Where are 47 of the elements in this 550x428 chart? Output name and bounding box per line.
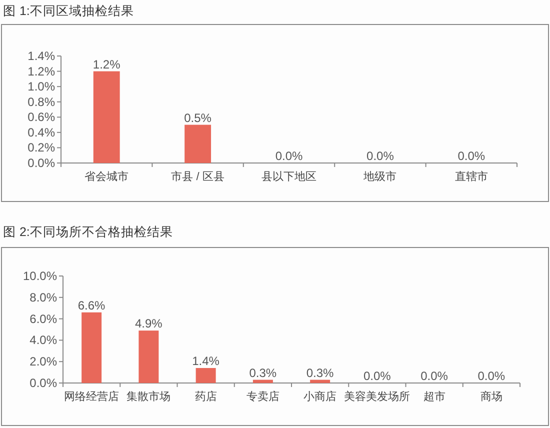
x-tick-label: 美容美发场所	[344, 390, 410, 403]
x-tick-label: 县以下地区	[262, 170, 316, 183]
y-tick-label: 1.0%	[28, 80, 56, 94]
y-tick-label: 0.0%	[28, 156, 56, 170]
data-label: 0.0%	[275, 149, 303, 163]
y-tick-label: 0.2%	[28, 140, 56, 155]
x-tick-label: 网络经营店	[64, 390, 120, 403]
data-label: 1.2%	[92, 57, 121, 72]
data-label: 6.6%	[78, 298, 106, 312]
x-tick-label: 直辖市	[454, 170, 488, 183]
x-tick-label: 地级市	[362, 170, 397, 183]
y-tick-label: 0.4%	[28, 125, 56, 140]
data-label: 4.9%	[135, 316, 163, 331]
bar	[310, 380, 330, 383]
x-tick-label: 超市	[423, 390, 446, 403]
x-tick-label: 市县 / 区县	[171, 170, 224, 183]
y-tick-label: 2.0%	[30, 354, 58, 369]
y-tick-label: 0.0%	[30, 376, 58, 390]
data-label: 0.0%	[420, 369, 448, 383]
data-label: 1.4%	[192, 354, 220, 368]
data-label: 0.3%	[306, 366, 334, 380]
bar	[252, 380, 273, 383]
data-label: 0.0%	[458, 149, 486, 163]
x-tick-label: 集散市场	[126, 390, 171, 403]
bar	[138, 330, 159, 383]
data-label: 0.0%	[364, 369, 392, 383]
bar	[196, 368, 216, 383]
data-label: 0.0%	[366, 149, 394, 163]
y-tick-label: 1.4%	[28, 49, 56, 63]
x-tick-label: 小商店	[304, 390, 337, 403]
bar	[82, 312, 102, 383]
x-tick-label: 专卖店	[246, 390, 280, 403]
x-tick-label: 商场	[480, 390, 502, 403]
y-tick-label: 1.2%	[28, 64, 56, 78]
chart-title: 图 1:不同区域抽检结果	[3, 3, 134, 20]
data-label: 0.3%	[249, 366, 277, 380]
y-tick-label: 4.0%	[30, 333, 58, 348]
y-tick-label: 8.0%	[30, 290, 58, 304]
y-tick-label: 0.8%	[28, 94, 56, 109]
data-label: 0.0%	[478, 369, 506, 383]
x-tick-label: 省会城市	[84, 170, 129, 183]
chart-title: 图 2:不同场所不合格抽检结果	[3, 224, 173, 241]
x-tick-label: 药店	[194, 390, 217, 403]
y-tick-label: 6.0%	[30, 312, 58, 326]
y-tick-label: 10.0%	[22, 269, 58, 283]
data-label: 0.5%	[184, 110, 212, 125]
y-tick-label: 0.6%	[28, 110, 56, 124]
